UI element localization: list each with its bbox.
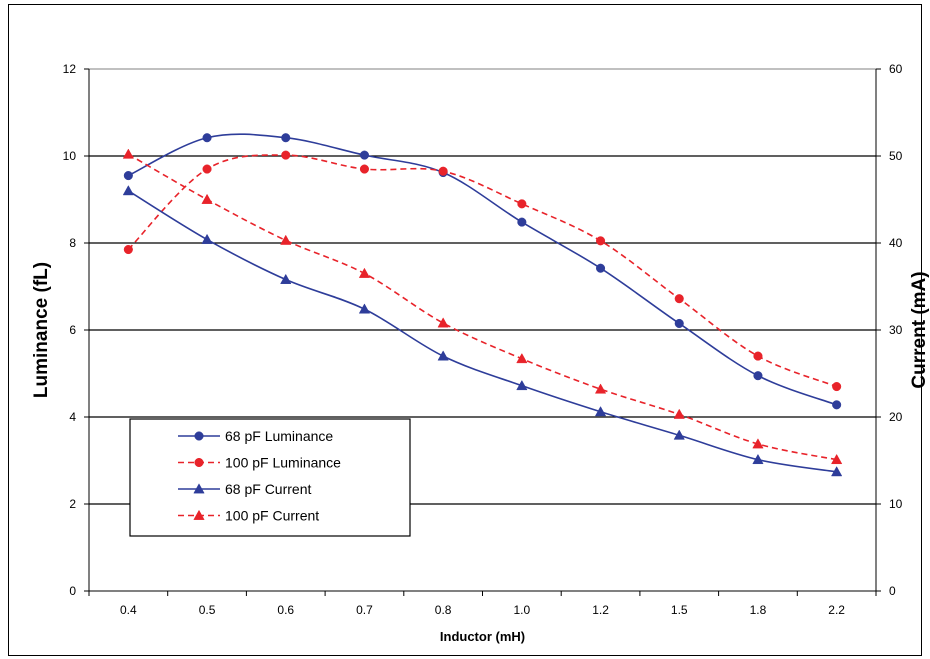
data-point xyxy=(832,382,842,392)
y2-tick-label: 10 xyxy=(889,497,903,511)
data-point xyxy=(281,133,291,143)
data-point xyxy=(122,148,134,159)
data-point xyxy=(674,294,684,304)
series-line xyxy=(127,190,837,473)
data-point xyxy=(673,429,685,440)
legend-label: 68 pF Current xyxy=(225,481,311,497)
x-axis-title: Inductor (mH) xyxy=(440,629,525,644)
y2-tick-label: 20 xyxy=(889,410,903,424)
data-point xyxy=(752,438,764,449)
data-point xyxy=(123,244,133,255)
legend-item: 68 pF Current xyxy=(178,481,311,497)
y-tick-label: 12 xyxy=(63,62,77,76)
data-point xyxy=(516,379,528,391)
y2-tick-label: 40 xyxy=(889,236,903,250)
data-point xyxy=(674,318,684,329)
x-tick-label: 1.2 xyxy=(592,603,609,617)
data-point xyxy=(831,453,843,465)
y2-tick-label: 60 xyxy=(889,62,903,76)
x-tick-label: 2.2 xyxy=(828,603,845,617)
y2-tick-label: 30 xyxy=(889,323,903,337)
data-point xyxy=(832,400,842,410)
y2-tick-label: 0 xyxy=(889,584,896,598)
series-4 xyxy=(122,148,843,465)
legend: 68 pF Luminance 100 pF Luminance 68 pF Cur… xyxy=(129,418,411,537)
legend-marker xyxy=(193,483,205,494)
data-point xyxy=(437,350,449,361)
data-point xyxy=(753,371,763,381)
y-tick-label: 6 xyxy=(69,323,76,337)
series-group xyxy=(122,133,843,477)
y2-tick-label: 50 xyxy=(889,149,903,163)
y-tick-label: 0 xyxy=(69,584,76,598)
data-point xyxy=(359,150,370,160)
series-1 xyxy=(123,133,842,410)
data-point xyxy=(280,234,292,245)
legend-label: 100 pF Current xyxy=(225,508,319,524)
axes: 0 2 4 6 8 10 12 0 10 20 30 40 50 60 0.4 0.5 0.6 0.7 0.8 1.0… xyxy=(63,62,903,617)
series-line xyxy=(128,133,837,406)
legend-box xyxy=(129,418,411,537)
x-tick-label: 0.8 xyxy=(435,603,452,617)
data-point xyxy=(752,453,764,465)
legend-label: 100 pF Luminance xyxy=(225,455,341,471)
data-point xyxy=(202,133,212,143)
data-point xyxy=(437,317,449,328)
series-line xyxy=(127,154,837,388)
data-point xyxy=(517,199,527,209)
data-point xyxy=(358,267,371,278)
legend-label: 68 pF Luminance xyxy=(225,428,333,444)
x-tick-label: 0.4 xyxy=(120,603,137,617)
data-point xyxy=(122,185,134,196)
x-tick-label: 0.6 xyxy=(277,603,294,617)
data-point xyxy=(673,408,685,419)
series-line xyxy=(127,153,837,461)
data-point xyxy=(201,233,213,244)
data-point xyxy=(594,406,607,417)
data-point xyxy=(280,273,292,284)
data-point xyxy=(201,193,213,204)
data-point xyxy=(517,217,527,227)
legend-marker xyxy=(194,431,204,441)
data-point xyxy=(753,351,763,361)
data-point xyxy=(596,263,606,273)
series-3 xyxy=(122,185,843,477)
data-point xyxy=(359,164,370,174)
x-tick-label: 0.5 xyxy=(199,603,216,617)
y-tick-label: 8 xyxy=(69,236,76,250)
legend-item: 100 pF Current xyxy=(178,508,319,524)
series-2 xyxy=(123,150,842,392)
legend-marker xyxy=(194,457,204,468)
y-tick-label: 10 xyxy=(63,149,77,163)
x-tick-label: 1.8 xyxy=(750,603,767,617)
data-point xyxy=(831,466,843,477)
y2-axis-title: Current (mA) xyxy=(909,271,930,388)
y-tick-label: 4 xyxy=(69,410,76,424)
legend-marker xyxy=(193,509,205,520)
x-tick-label: 1.0 xyxy=(514,603,531,617)
data-point xyxy=(123,171,133,181)
data-point xyxy=(438,166,448,176)
data-point xyxy=(358,303,371,314)
y-tick-label: 2 xyxy=(69,497,76,511)
x-tick-label: 0.7 xyxy=(356,603,373,617)
x-tick-label: 1.5 xyxy=(671,603,688,617)
data-point xyxy=(596,236,606,246)
legend-item: 68 pF Luminance xyxy=(178,428,333,444)
data-point xyxy=(516,352,528,364)
y-axis-title: Luminance (fL) xyxy=(31,262,52,398)
legend-item: 100 pF Luminance xyxy=(178,455,341,471)
data-point xyxy=(594,383,607,394)
data-point xyxy=(202,164,212,174)
data-point xyxy=(281,150,291,160)
